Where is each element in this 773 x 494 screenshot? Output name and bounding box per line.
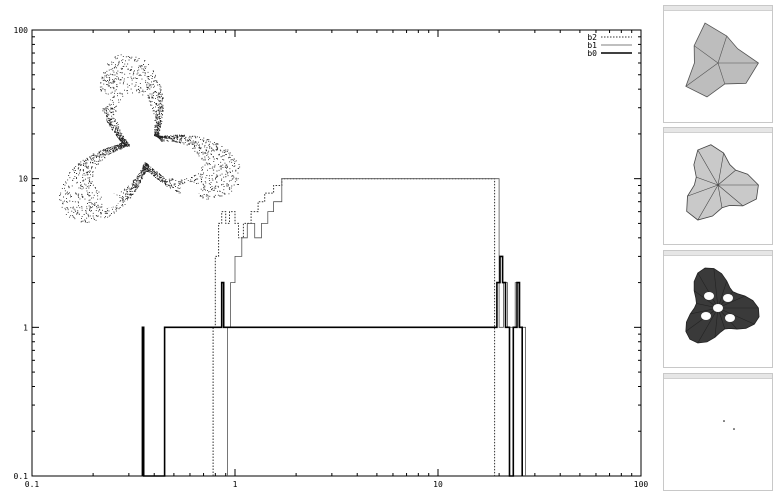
panel-titlebar[interactable] <box>664 251 772 256</box>
view-panel-2[interactable] <box>663 127 773 245</box>
panel-titlebar[interactable] <box>664 374 772 379</box>
series-b0 <box>141 255 523 477</box>
mesh-edge <box>714 307 719 338</box>
mesh-edge <box>685 62 719 87</box>
mesh-edge <box>697 272 719 309</box>
mesh-edge <box>717 152 724 186</box>
mesh-edge <box>697 307 719 344</box>
plot-frame <box>31 29 642 477</box>
mesh-edge <box>717 169 736 186</box>
mesh-edge <box>697 149 719 186</box>
y-tick-label: 10 <box>18 175 28 184</box>
mesh-edge <box>713 268 719 309</box>
mesh-edge <box>717 307 755 325</box>
medium-complex-view <box>686 144 759 221</box>
mesh-edge <box>717 62 726 85</box>
mesh-edge <box>693 290 719 309</box>
shape-outline <box>685 267 760 344</box>
shape-outline <box>686 144 759 221</box>
series-b2 <box>212 178 496 476</box>
x-tick-label: 0.1 <box>25 480 40 489</box>
x-tick-label: 100 <box>634 480 649 489</box>
mesh-hole <box>704 292 714 300</box>
panel-titlebar[interactable] <box>664 128 772 133</box>
legend-label-b0: b0 <box>587 49 597 58</box>
mesh-edge <box>685 307 719 332</box>
mesh-edge <box>717 35 728 64</box>
mesh-edge <box>693 45 719 64</box>
view-panel-3[interactable] <box>663 250 773 368</box>
panel-titlebar[interactable] <box>664 6 772 11</box>
axis-ticks: 0.1 1 10 100 0.1 1 10 100 <box>14 26 649 489</box>
point-cloud-hole <box>90 92 110 108</box>
view-panel-1[interactable] <box>663 5 773 123</box>
mesh-hole <box>701 312 711 320</box>
point-cloud-hole <box>180 182 200 198</box>
coarse-complex-view <box>685 22 759 98</box>
y-tick-label: 1 <box>23 323 28 332</box>
point-cloud-inset <box>59 54 241 223</box>
mesh-edge <box>717 295 746 309</box>
shape-outline <box>685 22 759 98</box>
point-cloud-hole <box>101 192 119 208</box>
y-tick-label: 100 <box>14 26 29 35</box>
mesh-hole <box>723 294 733 302</box>
points-view <box>723 420 735 430</box>
legend-label-b1: b1 <box>587 41 597 50</box>
x-tick-label: 10 <box>433 480 443 489</box>
sample-point <box>723 420 725 422</box>
mesh-hole <box>725 314 735 322</box>
view-panel-4[interactable] <box>663 373 773 491</box>
x-tick-label: 1 <box>233 480 238 489</box>
mesh-hole <box>713 304 723 312</box>
y-tick-label: 0.1 <box>14 472 29 481</box>
point-cloud-hole <box>169 96 191 114</box>
mesh-edge <box>696 176 719 186</box>
series-lines <box>141 178 526 477</box>
mesh-edge <box>697 184 719 221</box>
point-cloud-hole <box>138 135 162 155</box>
legend-label-b2: b2 <box>587 33 597 42</box>
mesh-edge <box>717 184 723 208</box>
mesh-edge <box>717 280 728 309</box>
fine-mesh-view <box>685 267 760 344</box>
mesh-edge <box>717 184 744 207</box>
sample-point <box>733 428 735 430</box>
mesh-edge <box>687 184 719 197</box>
